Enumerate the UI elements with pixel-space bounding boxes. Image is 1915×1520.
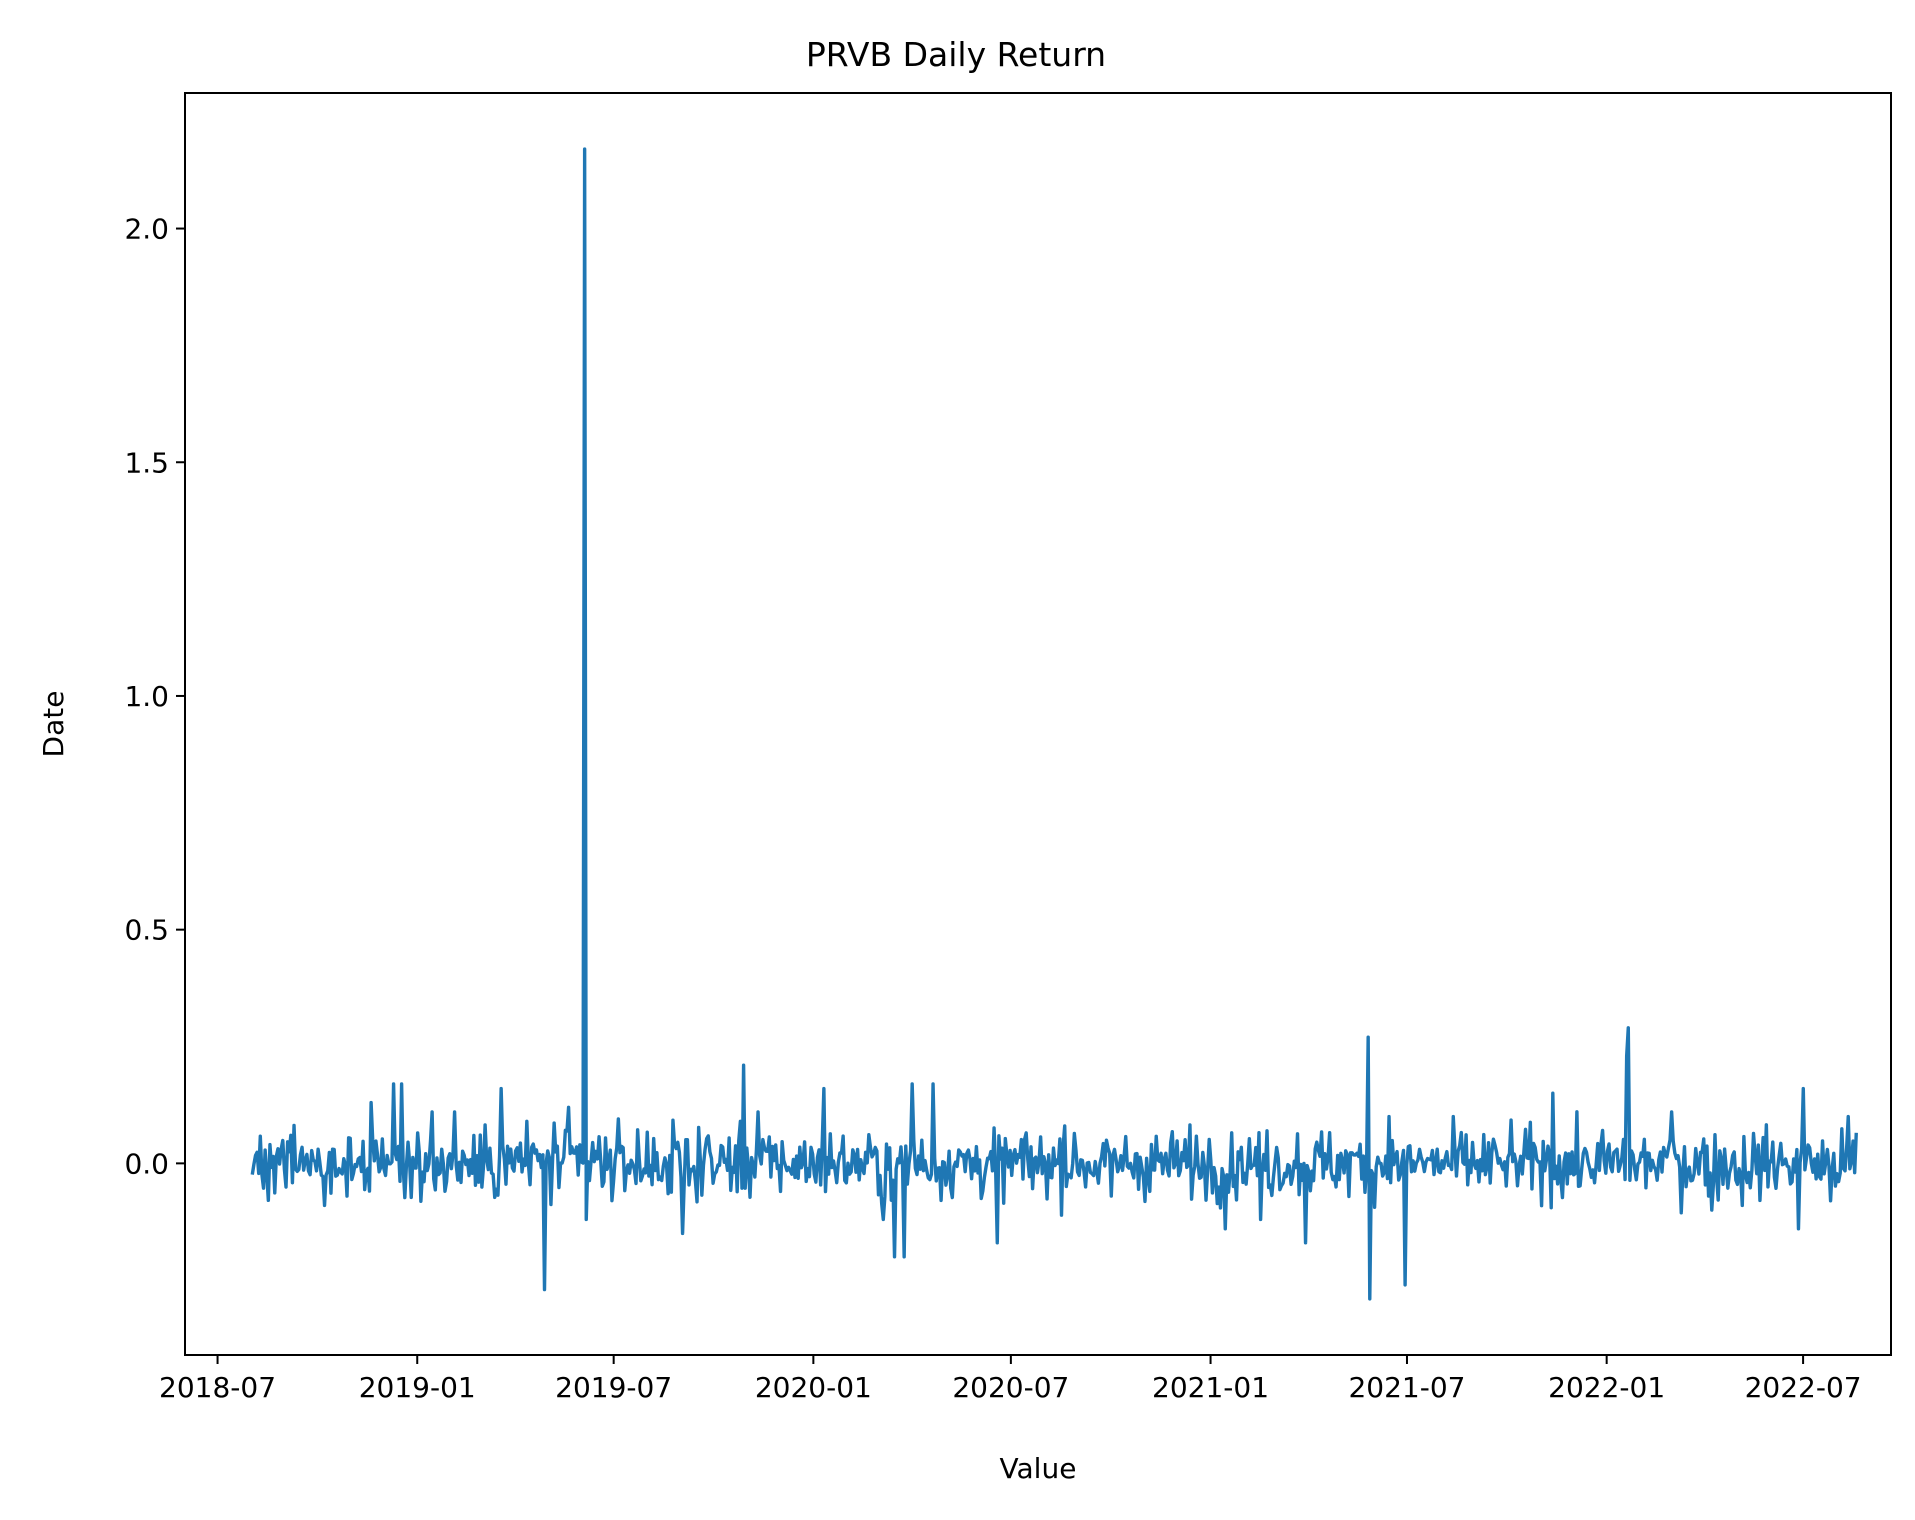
x-tick-label: 2021-01: [1152, 1371, 1269, 1404]
x-tick-label: 2020-07: [952, 1371, 1069, 1404]
x-axis-ticks: 2018-07 2019-01 2019-07 2020-01 2020-07 2021-…: [159, 1355, 1862, 1404]
x-axis-label: Value: [1000, 1452, 1077, 1485]
x-tick-label: 2021-07: [1348, 1371, 1465, 1404]
y-axis-label: Date: [37, 691, 70, 758]
y-tick-label: 2.0: [124, 213, 169, 246]
series-line: [250, 147, 1858, 1301]
y-tick-label: 0.5: [124, 914, 169, 947]
plot-frame: [184, 92, 1892, 1356]
x-tick-label: 2018-07: [159, 1371, 276, 1404]
plot-area: [250, 147, 1858, 1301]
chart-title: PRVB Daily Return: [806, 35, 1106, 74]
x-tick-label: 2019-01: [359, 1371, 476, 1404]
x-tick-label: 2022-07: [1745, 1371, 1862, 1404]
x-tick-label: 2019-07: [555, 1371, 672, 1404]
y-tick-label: 1.0: [124, 680, 169, 713]
x-tick-label: 2020-01: [755, 1371, 872, 1404]
y-tick-label: 0.0: [124, 1147, 169, 1180]
x-tick-label: 2022-01: [1548, 1371, 1665, 1404]
y-tick-label: 1.5: [124, 446, 169, 479]
y-axis-ticks: 0.0 0.5 1.0 1.5 2.0: [124, 213, 185, 1180]
